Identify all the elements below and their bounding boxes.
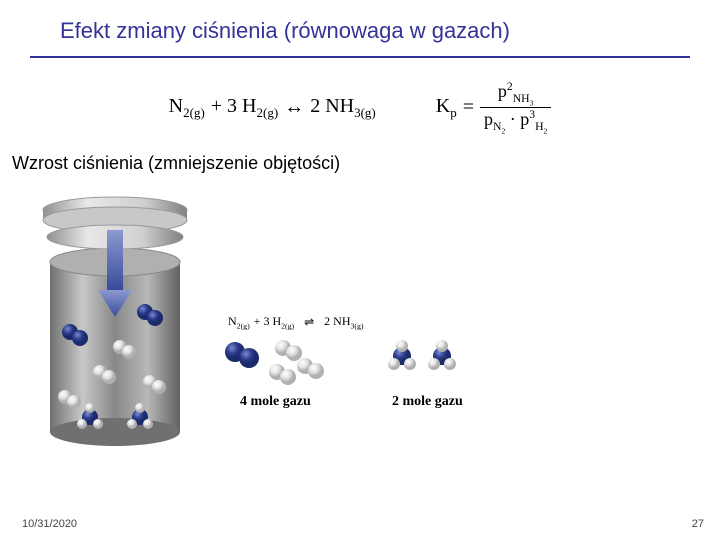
- diagram-area: N2(g) + 3 H2(g) ⇌ 2 NH3(g) 4 mole gazu 2…: [0, 182, 720, 452]
- small-reaction: N2(g) + 3 H2(g) ⇌ 2 NH3(g): [228, 314, 364, 330]
- footer-date: 10/31/2020: [22, 518, 77, 530]
- footer-page-number: 27: [692, 518, 704, 530]
- kp-equation: Kp = p2NH3 pN2 · p3H2: [436, 80, 552, 135]
- cylinder: [43, 197, 187, 446]
- title-underline: [30, 56, 690, 58]
- products-molecules: [388, 340, 456, 370]
- reactants-molecules: [225, 340, 324, 385]
- label-4-mole: 4 mole gazu: [240, 394, 311, 410]
- reaction-equation: N2(g) + 3 H2(g) ↔ 2 NH3(g): [169, 95, 376, 121]
- label-2-mole: 2 mole gazu: [392, 394, 463, 410]
- slide-title: Efekt zmiany ciśnienia (równowaga w gaza…: [0, 0, 720, 44]
- subtitle: Wzrost ciśnienia (zmniejszenie objętości…: [12, 153, 720, 174]
- equation-row: N2(g) + 3 H2(g) ↔ 2 NH3(g) Kp = p2NH3 pN…: [0, 80, 720, 135]
